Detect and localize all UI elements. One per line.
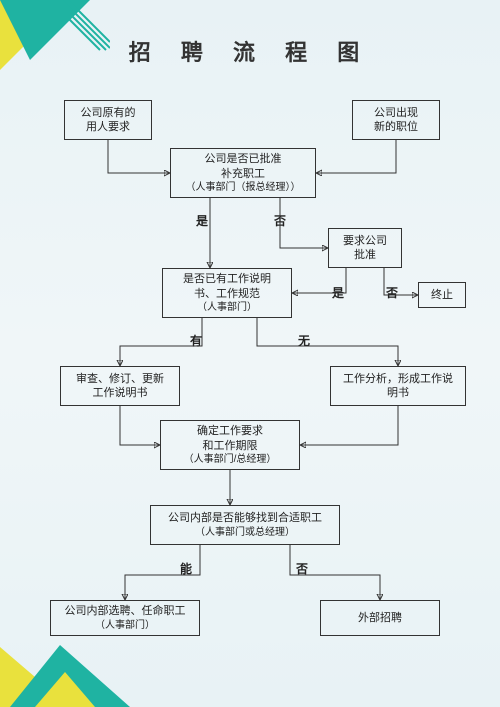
node-new-position: 公司出现新的职位: [352, 100, 440, 140]
label-approved-yes: 是: [196, 212, 208, 229]
node-terminate: 终止: [418, 282, 466, 308]
node-has-jobdesc-decision: 是否已有工作说明书、工作规范（人事部门）: [162, 268, 292, 318]
node-external-hire: 外部招聘: [320, 600, 440, 636]
node-analysis-jobdesc: 工作分析，形成工作说明书: [330, 366, 466, 406]
label-jobdesc-none: 无: [298, 332, 310, 349]
label-find-cannot: 否: [296, 560, 308, 577]
label-approved-no: 否: [274, 212, 286, 229]
node-determine-requirements: 确定工作要求和工作期限（人事部门/总经理）: [160, 420, 300, 470]
decoration-bottom-left: [0, 627, 130, 707]
node-require-approval: 要求公司批准: [328, 228, 402, 268]
page-root: 招 聘 流 程 图 公司原有的用人要求 公司出现新的职位 公司是否已批准补充职工…: [0, 0, 500, 707]
node-existing-demand: 公司原有的用人要求: [64, 100, 152, 140]
page-title: 招 聘 流 程 图: [0, 35, 500, 67]
node-internal-hire: 公司内部选聘、任命职工（人事部门）: [50, 600, 200, 636]
label-jobdesc-has: 有: [190, 332, 202, 349]
label-reqapprove-yes: 是: [332, 284, 344, 301]
node-review-jobdesc: 审查、修订、更新工作说明书: [60, 366, 180, 406]
node-approved-decision: 公司是否已批准补充职工（人事部门（报总经理））: [170, 148, 316, 198]
label-reqapprove-no: 否: [386, 284, 398, 301]
node-internal-find-decision: 公司内部是否能够找到合适职工（人事部门或总经理）: [150, 505, 340, 545]
label-find-can: 能: [180, 560, 192, 577]
